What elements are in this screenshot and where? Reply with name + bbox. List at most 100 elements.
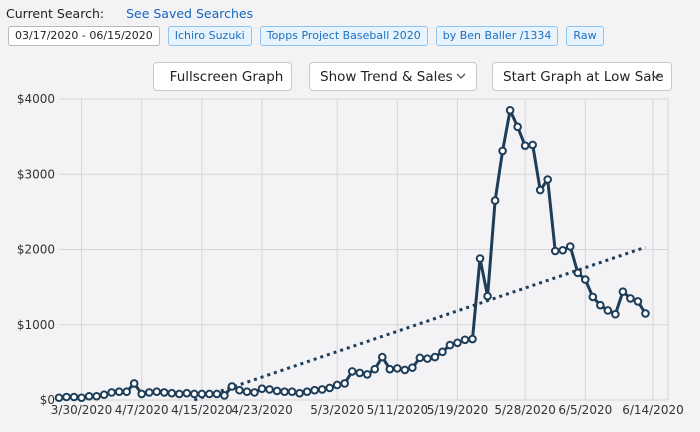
sale-point (468, 334, 477, 344)
sale-point (295, 388, 304, 398)
start-graph-value: Start Graph at Low Sale (503, 68, 664, 85)
x-tick-label: 4/7/2020 (115, 403, 169, 417)
sale-point (445, 340, 455, 350)
trend-line-path (193, 245, 646, 402)
sale-point (190, 389, 199, 399)
trend-sales-value: Show Trend & Sales (320, 68, 453, 85)
sale-point (505, 105, 515, 115)
x-tick-label: 4/23/2020 (231, 403, 293, 417)
sale-point (535, 185, 545, 195)
fullscreen-graph-label: Fullscreen Graph (169, 68, 284, 85)
sale-point (332, 380, 342, 390)
sale-point (287, 387, 297, 397)
sale-point (430, 352, 440, 362)
sale-point (618, 287, 628, 296)
sale-point (415, 353, 425, 363)
sale-point (325, 383, 334, 393)
sale-point (107, 388, 116, 397)
y-axis-ticks: $0 $1000 $2000 $3000 $4000 (17, 92, 55, 407)
sale-point (626, 294, 635, 303)
x-tick-label: 6/14/2020 (622, 403, 684, 417)
sales-series (54, 105, 650, 403)
sale-point (182, 388, 192, 398)
sale-point (250, 388, 259, 397)
y-tick-label: $2000 (17, 243, 55, 257)
saved-searches-link[interactable]: See Saved Searches (126, 6, 254, 21)
sale-point (129, 379, 139, 388)
sale-point (611, 309, 620, 319)
sale-point (596, 300, 605, 310)
sale-point (580, 275, 590, 284)
sale-point (62, 392, 71, 402)
y-tick-label: $0 (40, 393, 55, 407)
sale-point (114, 387, 124, 397)
sale-point (77, 393, 86, 403)
sale-point (265, 385, 274, 394)
current-search-row: Current Search: See Saved Searches (6, 6, 253, 21)
sale-point (565, 242, 575, 251)
x-tick-label: 5/3/2020 (310, 403, 364, 417)
sale-point (197, 389, 207, 399)
sale-point (302, 387, 312, 397)
current-search-label: Current Search: (6, 6, 105, 21)
sale-point (483, 291, 492, 301)
x-tick-label: 4/15/2020 (171, 403, 233, 417)
sale-point (498, 146, 507, 156)
sale-point (122, 387, 131, 397)
sale-point (550, 246, 560, 256)
trend-line (193, 245, 646, 402)
sale-point (144, 388, 154, 397)
graph-controls: Fullscreen Graph Show Trend & Sales Star… (0, 62, 700, 92)
sale-point (347, 367, 357, 376)
filter-tag-grade[interactable]: Raw (566, 26, 604, 46)
sale-point (205, 389, 214, 399)
fullscreen-graph-button[interactable]: Fullscreen Graph (153, 62, 292, 91)
sale-point (393, 364, 402, 373)
sale-point (212, 389, 222, 399)
sale-point (310, 385, 319, 395)
sale-point (520, 141, 530, 150)
y-tick-label: $4000 (17, 92, 55, 106)
x-tick-label: 6/5/2020 (558, 403, 612, 417)
filter-tag-artist[interactable]: by Ben Baller /1334 (435, 26, 559, 46)
sale-point (174, 389, 184, 399)
x-tick-label: 5/28/2020 (494, 403, 556, 417)
sale-point (558, 245, 568, 255)
chevron-down-icon (651, 73, 661, 79)
sale-point (423, 354, 432, 363)
sale-point (92, 391, 101, 401)
sale-point (99, 390, 109, 400)
start-graph-select[interactable]: Start Graph at Low Sale (492, 62, 672, 91)
filter-tag-player[interactable]: Ichiro Suzuki (167, 26, 252, 46)
sale-point (588, 292, 598, 302)
filter-tag-set[interactable]: Topps Project Baseball 2020 (259, 26, 428, 46)
sale-point (475, 254, 485, 263)
sale-point (377, 352, 387, 362)
sale-point (355, 368, 365, 378)
sale-point (272, 386, 282, 396)
sale-point (513, 122, 522, 132)
sale-point (340, 379, 350, 388)
trend-sales-select[interactable]: Show Trend & Sales (309, 62, 477, 91)
sale-point (370, 364, 380, 374)
sale-point (460, 335, 470, 345)
sale-point (227, 382, 237, 391)
price-history-chart[interactable]: $0 $1000 $2000 $3000 $4000 3/30/2020 4/7/2020… (0, 92, 700, 432)
sale-point (362, 370, 372, 379)
sale-point (543, 175, 553, 184)
chevron-down-icon (456, 73, 466, 79)
x-tick-label: 3/30/2020 (51, 403, 113, 417)
y-tick-label: $3000 (17, 167, 55, 181)
date-range-tag[interactable]: 03/17/2020 - 06/15/2020 (8, 26, 160, 46)
sale-point (152, 387, 162, 397)
sale-point (438, 347, 447, 357)
y-tick-label: $1000 (17, 318, 55, 332)
sale-point (400, 365, 410, 375)
sale-point (633, 297, 643, 306)
chart-grid (59, 98, 669, 401)
sale-point (280, 387, 289, 397)
sale-point (235, 385, 244, 395)
sale-point (167, 388, 177, 398)
search-tags: 03/17/2020 - 06/15/2020 Ichiro Suzuki To… (8, 26, 604, 46)
